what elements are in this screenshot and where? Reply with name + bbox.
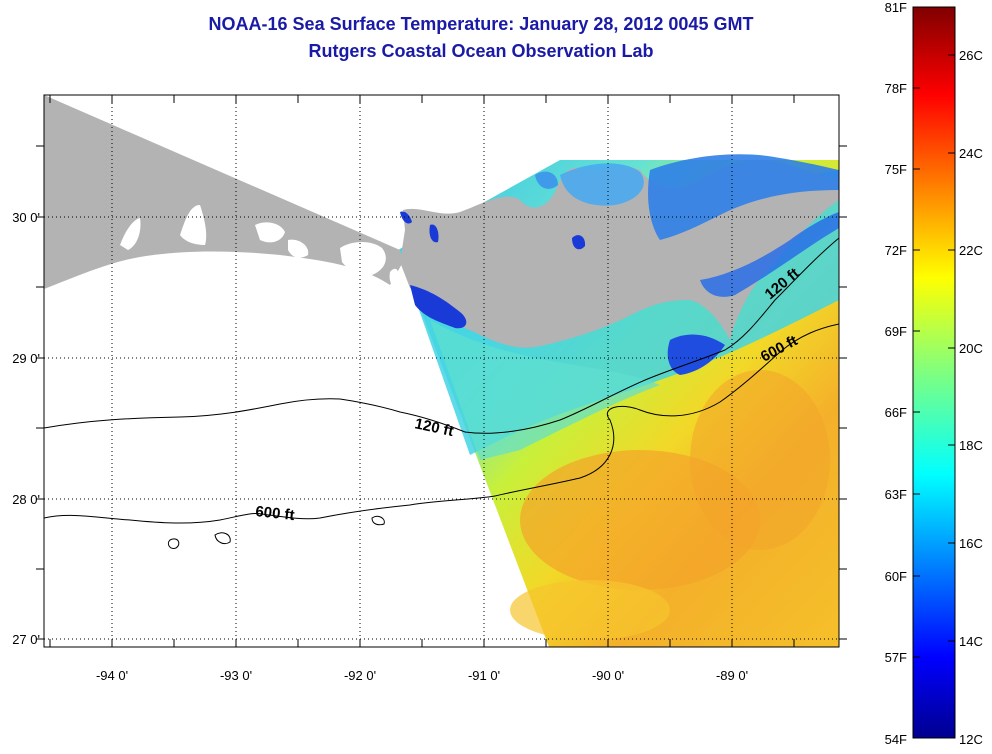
colorbar-label-c: 20C (959, 341, 983, 356)
colorbar-label-f: 54F (885, 732, 907, 747)
lake (389, 268, 399, 286)
colorbar-ticks (913, 54, 955, 658)
contour-label: 600 ft (255, 503, 296, 524)
lat-tick-label: 27 0' (12, 632, 40, 647)
cold-coastal-water (400, 211, 412, 224)
lon-tick-label: -94 0' (96, 668, 128, 683)
colorbar-label-f: 63F (885, 487, 907, 502)
contour-island (167, 538, 180, 549)
colorbar-label-c: 24C (959, 146, 983, 161)
graticule (44, 95, 839, 647)
map-title: NOAA-16 Sea Surface Temperature: January… (208, 14, 754, 34)
colorbar-label-c: 12C (959, 732, 983, 747)
colorbar-label-c: 14C (959, 634, 983, 649)
lake (340, 242, 386, 276)
lon-tick-label: -89 0' (716, 668, 748, 683)
contour-120ft-east (464, 237, 839, 434)
lon-tick-label: -91 0' (468, 668, 500, 683)
cold-coastal-water (700, 212, 839, 297)
cold-coastal-water (560, 163, 644, 206)
lake (120, 218, 141, 250)
colorbar-label-f: 57F (885, 650, 907, 665)
cool-shelf-water-inner (430, 320, 660, 460)
plot-frame (43, 94, 840, 648)
colorbar (912, 6, 956, 739)
colorbar-label-f: 78F (885, 81, 907, 96)
cold-coastal-water (410, 285, 467, 329)
colorbar-label-f: 69F (885, 324, 907, 339)
cold-coastal-water (535, 171, 558, 189)
colorbar-label-f: 81F (885, 0, 907, 15)
cold-coastal-water (572, 235, 586, 250)
frame-ticks (36, 95, 847, 647)
lake (180, 205, 207, 245)
contour-island (214, 532, 231, 545)
lon-tick-label: -90 0' (592, 668, 624, 683)
cold-coastal-water (429, 224, 439, 243)
contour-120ft-west (44, 398, 466, 433)
colorbar-label-f: 66F (885, 405, 907, 420)
colorbar-label-c: 26C (959, 48, 983, 63)
land-mass (44, 95, 839, 348)
colorbar-label-c: 16C (959, 536, 983, 551)
colorbar-label-f: 75F (885, 162, 907, 177)
lake (288, 239, 309, 258)
map-subtitle: Rutgers Coastal Ocean Observation Lab (308, 41, 654, 61)
colorbar-label-c: 22C (959, 243, 983, 258)
contour-600ft-west (44, 495, 496, 524)
colorbar-label-f: 72F (885, 243, 907, 258)
lon-tick-label: -93 0' (220, 668, 252, 683)
warm-patch (510, 580, 670, 640)
colorbar-label-f: 60F (885, 569, 907, 584)
lat-tick-label: 30 0' (12, 210, 40, 225)
contour-600ft-east (494, 323, 839, 497)
warm-patch (690, 370, 830, 550)
colorbar-label-c: 18C (959, 438, 983, 453)
cold-coastal-water (667, 334, 725, 375)
contour-island (371, 515, 385, 526)
lat-tick-label: 28 0' (12, 492, 40, 507)
lon-tick-label: -92 0' (344, 668, 376, 683)
cold-coastal-water (648, 154, 839, 240)
lake (255, 222, 285, 243)
lat-tick-label: 29 0' (12, 351, 40, 366)
